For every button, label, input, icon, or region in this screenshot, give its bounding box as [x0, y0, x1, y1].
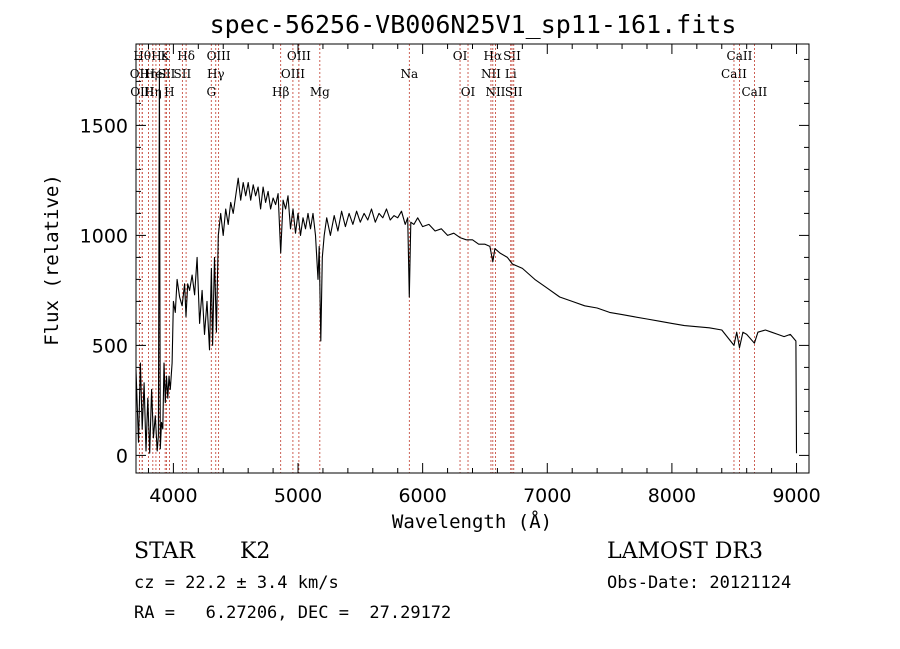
object-class: STAR: [134, 539, 195, 564]
line-label-25: Li: [505, 67, 517, 81]
spectral-line-markers: HθOIIOIIIHηHηHeIHεKSIIHHδSIIGHγOIIIHβOII…: [130, 44, 768, 473]
line-label-18: Mg: [310, 85, 330, 99]
y-tick-label-3: 1500: [80, 115, 128, 137]
line-label-24: NII: [485, 85, 505, 99]
plot-frame: [135, 43, 810, 474]
line-label-9: H: [164, 85, 174, 99]
spectrum-series: [135, 72, 798, 454]
x-axis-label: Wavelength (Å): [392, 510, 552, 533]
line-label-1: OII: [130, 67, 150, 81]
line-label-16: OIII: [281, 67, 305, 81]
y-tick-label-2: 1000: [80, 225, 128, 247]
line-label-23: Hα: [484, 49, 503, 63]
line-label-7: K: [161, 49, 171, 63]
line-label-26: SII: [503, 49, 521, 63]
line-label-15: Hβ: [272, 85, 289, 99]
x-tick-label-0: 4000: [149, 485, 197, 507]
x-tick-label-3: 7000: [523, 485, 571, 507]
y-tick-label-0: 0: [116, 445, 128, 467]
line-label-5: HeI: [145, 67, 168, 81]
spectrum-line: [135, 72, 798, 454]
chart-title: spec-56256-VB006N25V1_sp11-161.fits: [210, 10, 737, 39]
line-label-10: Hδ: [177, 49, 195, 63]
coordinates-text: RA = 6.27206, DEC = 27.29172: [134, 603, 452, 623]
line-label-14: OIII: [207, 49, 231, 63]
line-label-28: CaII: [721, 67, 747, 81]
line-label-8: SII: [158, 67, 176, 81]
line-label-20: OI: [453, 49, 468, 63]
x-tick-label-2: 6000: [398, 485, 446, 507]
y-tick-label-1: 500: [92, 335, 128, 357]
object-subclass: K2: [240, 539, 271, 564]
x-tick-label-5: 9000: [772, 485, 820, 507]
obs-date-text: Obs-Date: 20121124: [607, 573, 792, 593]
line-label-6: Hε: [151, 49, 168, 63]
line-label-30: CaII: [741, 85, 767, 99]
axis-ticks: 4000 5000 6000 7000 8000 9000 0 500 1000 1500: [80, 44, 821, 507]
survey-name: LAMOST DR3: [607, 539, 763, 564]
line-label-4: Hη: [144, 85, 162, 99]
line-label-22: NII: [481, 67, 501, 81]
line-label-11: SII: [174, 67, 192, 81]
x-tick-label-4: 8000: [648, 485, 696, 507]
line-label-17: OIII: [287, 49, 311, 63]
line-label-27: SII: [505, 85, 523, 99]
line-label-29: CaII: [727, 49, 753, 63]
line-label-13: Hγ: [207, 67, 225, 81]
line-label-19: Na: [400, 67, 418, 81]
redshift-text: cz = 22.2 ± 3.4 km/s: [134, 573, 339, 593]
line-label-12: G: [206, 85, 216, 99]
x-tick-label-1: 5000: [274, 485, 322, 507]
line-label-21: OI: [461, 85, 476, 99]
y-axis-label: Flux (relative): [41, 174, 63, 346]
